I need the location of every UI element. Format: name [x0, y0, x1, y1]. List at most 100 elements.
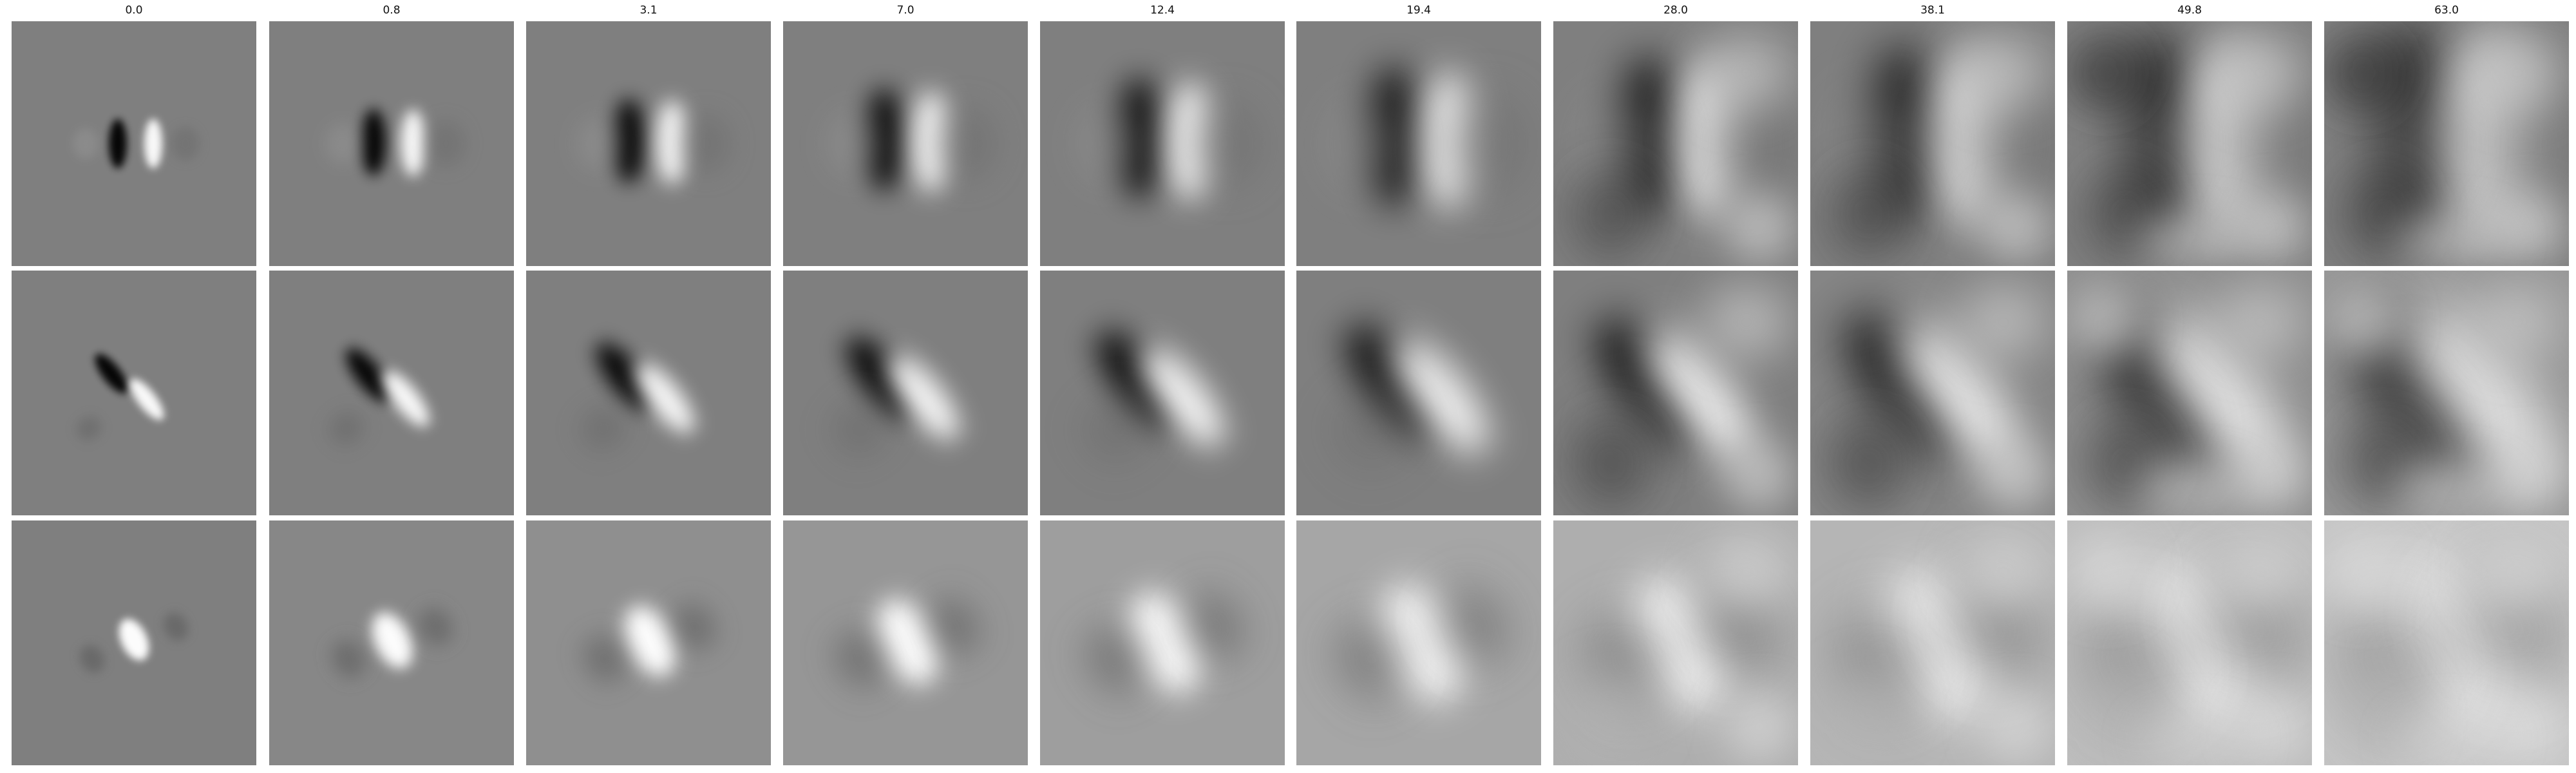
image-tile [1040, 21, 1285, 266]
intensity-blob [1080, 106, 1142, 182]
grayscale-image [2067, 520, 2312, 765]
intensity-blob [419, 608, 453, 645]
column-title: 28.0 [1663, 4, 1688, 17]
tile-background [12, 21, 256, 266]
grayscale-image [783, 271, 1028, 515]
intensity-blob [2215, 283, 2306, 361]
grayscale-image [526, 21, 771, 266]
intensity-blob [681, 114, 730, 173]
grayscale-image [1040, 520, 1285, 765]
image-tile [1296, 21, 1541, 266]
intensity-blob [1958, 34, 2049, 111]
intensity-blob [2403, 306, 2548, 480]
intensity-blob [846, 337, 915, 419]
grayscale-image [12, 271, 256, 515]
intensity-blob [1331, 100, 1403, 187]
grayscale-image [1810, 271, 2055, 515]
intensity-blob [2238, 441, 2309, 512]
grayscale-image [1040, 271, 1285, 515]
grayscale-image [2067, 271, 2312, 515]
tile-background [269, 21, 514, 266]
image-tile [1810, 271, 2055, 515]
intensity-blob [2495, 441, 2566, 512]
image-tile [783, 520, 1028, 765]
intensity-blob [1437, 588, 1506, 665]
column-title: 63.0 [2434, 4, 2459, 17]
intensity-blob [2472, 34, 2562, 111]
intensity-blob [1087, 399, 1148, 458]
column-title: 38.1 [1920, 4, 1945, 17]
intensity-blob [2210, 78, 2312, 209]
intensity-blob [1958, 283, 2049, 361]
intensity-blob [596, 342, 653, 410]
intensity-blob [2067, 283, 2145, 361]
tile-background [526, 21, 771, 266]
grayscale-image [1810, 21, 2055, 266]
grayscale-image [1296, 21, 1541, 266]
intensity-blob [2324, 533, 2401, 611]
intensity-blob [332, 640, 366, 678]
intensity-blob [936, 108, 995, 179]
grayscale-image [1296, 271, 1541, 515]
image-tile [12, 520, 256, 765]
intensity-blob [1445, 96, 1524, 191]
intensity-blob [163, 613, 189, 641]
intensity-blob [1834, 90, 1924, 198]
intensity-blob [876, 598, 939, 685]
image-tile [783, 21, 1028, 266]
intensity-blob [2151, 314, 2283, 473]
intensity-blob [2395, 215, 2511, 266]
image-tile [1296, 271, 1541, 515]
intensity-blob [1701, 34, 1792, 111]
grayscale-image [1553, 271, 1798, 515]
intensity-blob [2495, 691, 2566, 762]
image-tile [526, 271, 771, 515]
intensity-blob [636, 363, 694, 434]
intensity-blob [2395, 464, 2511, 515]
column-title: 12.4 [1150, 4, 1175, 17]
grayscale-image [1553, 21, 1798, 266]
intensity-blob [129, 379, 164, 420]
grayscale-image [783, 21, 1028, 266]
image-tile [1810, 520, 2055, 765]
intensity-blob [2324, 34, 2401, 111]
intensity-blob [2215, 533, 2306, 611]
intensity-blob [401, 109, 426, 177]
image-tile [526, 21, 771, 266]
intensity-blob [1573, 169, 1650, 260]
intensity-blob [673, 603, 716, 651]
intensity-blob [426, 120, 466, 167]
intensity-blob [888, 354, 960, 440]
intensity-blob [2215, 34, 2306, 111]
intensity-blob [144, 119, 162, 169]
image-tile [1553, 271, 1798, 515]
intensity-blob [76, 416, 102, 441]
intensity-blob [2472, 533, 2562, 611]
image-tile [2324, 21, 2569, 266]
intensity-blob [1955, 84, 2054, 204]
intensity-blob [1724, 691, 1795, 762]
intensity-blob [109, 119, 127, 169]
intensity-blob [1700, 90, 1789, 197]
intensity-blob [1848, 314, 1963, 453]
intensity-blob [1830, 419, 1907, 509]
intensity-blob [2067, 34, 2145, 111]
intensity-blob [583, 635, 626, 683]
intensity-blob [1981, 691, 2052, 762]
intensity-blob [2238, 691, 2309, 762]
intensity-blob [2472, 283, 2562, 361]
image-tile [1553, 520, 1798, 765]
grayscale-image [12, 520, 256, 765]
image-tile [526, 520, 771, 765]
image-tile [1040, 520, 1285, 765]
image-tile [2067, 271, 2312, 515]
image-tile [2067, 520, 2312, 765]
intensity-blob [1830, 669, 1907, 759]
intensity-blob [1337, 620, 1406, 698]
grayscale-image [2324, 271, 2569, 515]
intensity-blob [835, 630, 886, 688]
grayscale-image [1040, 21, 1285, 266]
intensity-blob [383, 370, 430, 427]
intensity-blob [928, 598, 980, 656]
